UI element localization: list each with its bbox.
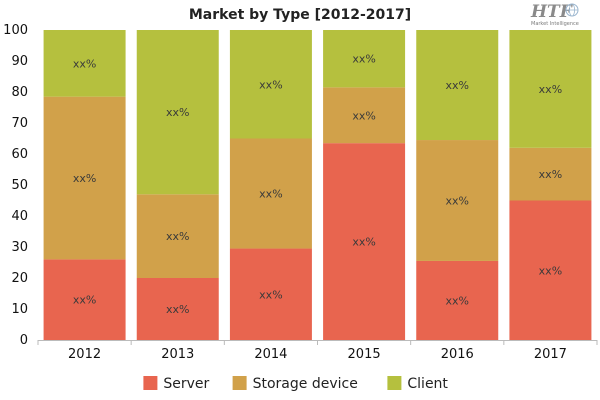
data-label: xx% bbox=[166, 106, 189, 119]
logo-mark: HTF bbox=[530, 2, 574, 22]
bar-segment-server bbox=[136, 278, 219, 340]
data-label: xx% bbox=[259, 188, 282, 201]
bar-segment-storage-device bbox=[229, 138, 312, 249]
y-tick-label: 90 bbox=[11, 54, 28, 69]
data-label: xx% bbox=[539, 264, 562, 277]
chart-title: Market by Type [2012-2017] bbox=[189, 7, 411, 23]
legend-label[interactable]: Client bbox=[407, 376, 448, 392]
y-tick-label: 30 bbox=[11, 240, 28, 255]
data-label: xx% bbox=[352, 236, 375, 249]
x-tick-label: 2017 bbox=[534, 347, 567, 362]
y-tick-label: 80 bbox=[11, 85, 28, 100]
y-tick-label: 40 bbox=[11, 209, 28, 224]
legend-swatch-storage-device bbox=[232, 376, 247, 390]
legend: Server Storage device Client bbox=[143, 376, 448, 392]
bar-segment-client bbox=[229, 30, 312, 139]
y-tick-label: 50 bbox=[11, 178, 28, 193]
y-tick-label: 70 bbox=[11, 116, 28, 131]
bar-segment-server bbox=[509, 200, 592, 340]
data-label: xx% bbox=[73, 294, 96, 307]
bar-segment-server bbox=[416, 260, 499, 340]
x-axis: 2012 2013 2014 2015 2016 2017 bbox=[37, 340, 598, 362]
data-label: xx% bbox=[539, 168, 562, 181]
bar-segment-client bbox=[136, 30, 219, 195]
y-tick-label: 60 bbox=[11, 147, 28, 162]
data-label: xx% bbox=[73, 172, 96, 185]
bar-segment-client bbox=[509, 30, 592, 148]
x-tick-label: 2015 bbox=[348, 347, 381, 362]
data-label: xx% bbox=[446, 79, 469, 92]
x-tick-label: 2012 bbox=[68, 347, 101, 362]
data-label: xx% bbox=[166, 230, 189, 243]
data-label: xx% bbox=[352, 53, 375, 66]
bar-segment-client bbox=[416, 30, 499, 141]
logo: HTF Market Intelligence bbox=[530, 2, 579, 27]
x-tick-label: 2013 bbox=[161, 347, 194, 362]
globe-icon bbox=[565, 3, 579, 17]
data-label: xx% bbox=[259, 288, 282, 301]
x-tick-label: 2014 bbox=[254, 347, 287, 362]
data-label: xx% bbox=[446, 294, 469, 307]
y-axis: 0 10 20 30 40 50 60 70 80 90 100 bbox=[3, 23, 28, 348]
legend-label[interactable]: Storage device bbox=[253, 376, 358, 392]
bar-segment-storage-device bbox=[509, 147, 592, 201]
data-label: xx% bbox=[352, 109, 375, 122]
bars: xx% xx% xx% xx% xx% xx% xx% xx% xx% xx% xx% xx% xx% x… bbox=[43, 30, 592, 340]
y-tick-label: 0 bbox=[20, 333, 28, 348]
legend-label[interactable]: Server bbox=[163, 376, 209, 392]
bar-segment-storage-device bbox=[416, 140, 499, 261]
y-tick-label: 20 bbox=[11, 271, 28, 286]
legend-swatch-server bbox=[143, 376, 158, 390]
bar-segment-storage-device bbox=[43, 96, 126, 260]
bar-segment-client bbox=[323, 30, 406, 88]
x-tick-label: 2016 bbox=[441, 347, 474, 362]
legend-swatch-client bbox=[387, 376, 402, 390]
bar-segment-client bbox=[43, 30, 126, 97]
y-tick-label: 10 bbox=[11, 302, 28, 317]
bar-segment-server bbox=[229, 248, 312, 340]
data-label: xx% bbox=[539, 83, 562, 96]
data-label: xx% bbox=[259, 78, 282, 91]
bar-segment-storage-device bbox=[323, 87, 406, 144]
bar-segment-server bbox=[43, 259, 126, 340]
data-label: xx% bbox=[446, 195, 469, 208]
data-label: xx% bbox=[166, 303, 189, 316]
data-label: xx% bbox=[73, 57, 96, 70]
bar-segment-server bbox=[323, 143, 406, 340]
bar-segment-storage-device bbox=[136, 194, 219, 278]
logo-tagline: Market Intelligence bbox=[531, 21, 579, 27]
y-tick-label: 100 bbox=[3, 23, 28, 38]
